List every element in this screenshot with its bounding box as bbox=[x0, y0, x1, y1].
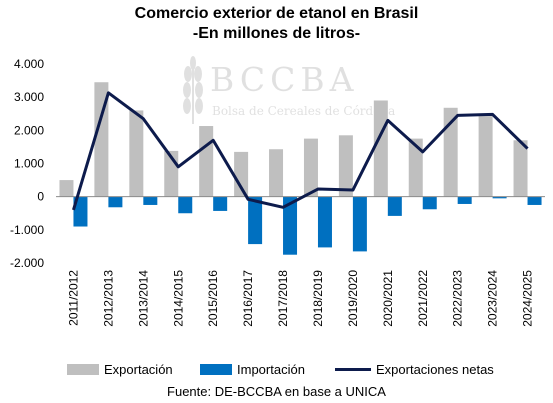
bar-exportacion bbox=[269, 149, 284, 197]
bar-exportacion bbox=[513, 140, 528, 197]
bar-importacion bbox=[248, 196, 263, 245]
legend-swatch-exportacion bbox=[67, 363, 99, 375]
legend-label-exportacion: Exportación bbox=[104, 361, 173, 377]
bar-exportacion bbox=[59, 180, 74, 197]
line-exportaciones-netas bbox=[72, 91, 529, 211]
bar-importacion bbox=[283, 196, 298, 255]
bar-exportacion bbox=[373, 100, 388, 197]
x-tick-label: 2012/2013 bbox=[101, 270, 115, 327]
legend-item-exportaciones-netas: Exportaciones netas bbox=[335, 360, 494, 378]
y-tick-label: -2.000 bbox=[10, 256, 44, 270]
bar-importacion bbox=[213, 196, 228, 211]
x-tick-label: 2018/2019 bbox=[311, 270, 325, 327]
bar-importacion bbox=[73, 196, 88, 227]
legend-swatch-importacion bbox=[200, 363, 232, 375]
y-tick-label: 2.000 bbox=[14, 123, 44, 137]
bar-exportacion bbox=[443, 107, 458, 197]
y-tick-label: 1.000 bbox=[14, 157, 44, 171]
bar-importacion bbox=[352, 196, 367, 252]
x-tick-label: 2015/2016 bbox=[206, 270, 220, 327]
bar-importacion bbox=[108, 196, 123, 208]
x-tick-label: 2021/2022 bbox=[416, 270, 430, 327]
bar-exportacion bbox=[234, 151, 249, 197]
x-tick-label: 2017/2018 bbox=[276, 270, 290, 327]
bar-importacion bbox=[457, 196, 472, 204]
y-tick-label: 3.000 bbox=[14, 90, 44, 104]
x-tick-label: 2016/2017 bbox=[241, 270, 255, 327]
bar-exportacion bbox=[94, 82, 109, 197]
x-tick-label: 2011/2012 bbox=[66, 270, 80, 326]
bccba-watermark: BCCBA Bolsa de Cereales de Córdoba bbox=[176, 54, 395, 129]
x-tick-label: 2020/2021 bbox=[381, 270, 395, 327]
x-tick-label: 2022/2023 bbox=[451, 270, 465, 327]
bar-importacion bbox=[492, 196, 507, 199]
wheat-logo-icon bbox=[183, 56, 203, 124]
bar-exportacion bbox=[199, 126, 214, 197]
x-tick-label: 2019/2020 bbox=[346, 270, 360, 327]
watermark-name: BCCBA bbox=[210, 60, 359, 99]
legend-item-importacion: Importación bbox=[200, 360, 305, 378]
legend-swatch-exportaciones-netas bbox=[335, 367, 371, 371]
x-tick-label: 2013/2014 bbox=[136, 270, 150, 327]
x-tick-label: 2014/2015 bbox=[171, 270, 185, 327]
y-tick-label: -1.000 bbox=[10, 223, 44, 237]
chart-subtitle: -En millones de litros- bbox=[192, 25, 361, 42]
bar-importacion bbox=[527, 196, 542, 205]
y-tick-label: 4.000 bbox=[14, 57, 44, 71]
bar-importacion bbox=[317, 196, 332, 248]
legend-label-exportaciones-netas: Exportaciones netas bbox=[376, 361, 494, 377]
x-tick-label: 2023/2024 bbox=[486, 270, 500, 327]
y-tick-label: 0 bbox=[37, 190, 44, 204]
x-tick-label: 2024/2025 bbox=[521, 270, 535, 327]
bar-exportacion bbox=[303, 138, 318, 197]
chart-title: Comercio exterior de etanol en Brasil bbox=[134, 5, 419, 22]
source-note: Fuente: DE-BCCBA en base a UNICA bbox=[167, 384, 386, 399]
bar-importacion bbox=[422, 196, 437, 210]
bar-importacion bbox=[143, 196, 158, 205]
bar-exportacion bbox=[129, 110, 144, 197]
bar-importacion bbox=[387, 196, 402, 216]
legend-item-exportacion: Exportación bbox=[67, 360, 173, 378]
watermark-subtitle: Bolsa de Cereales de Córdoba bbox=[212, 104, 396, 118]
bar-exportacion bbox=[408, 138, 423, 197]
legend-label-importacion: Importación bbox=[237, 361, 305, 377]
bar-exportacion bbox=[338, 135, 353, 197]
bar-exportacion bbox=[478, 116, 493, 197]
bar-importacion bbox=[178, 196, 193, 214]
